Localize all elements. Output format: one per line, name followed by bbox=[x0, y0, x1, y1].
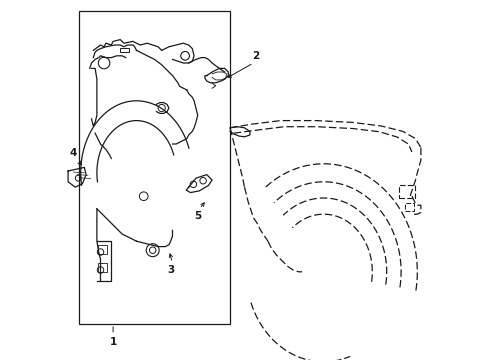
Bar bbox=[399, 185, 415, 198]
Bar bbox=[98, 245, 107, 254]
Bar bbox=[98, 263, 107, 272]
Text: 1: 1 bbox=[109, 337, 117, 347]
Bar bbox=[79, 11, 230, 324]
Bar bbox=[120, 48, 129, 52]
Text: 2: 2 bbox=[251, 51, 258, 61]
Bar bbox=[404, 203, 413, 211]
Text: 3: 3 bbox=[167, 265, 174, 275]
Text: 5: 5 bbox=[194, 211, 201, 221]
Text: 4: 4 bbox=[70, 148, 77, 158]
